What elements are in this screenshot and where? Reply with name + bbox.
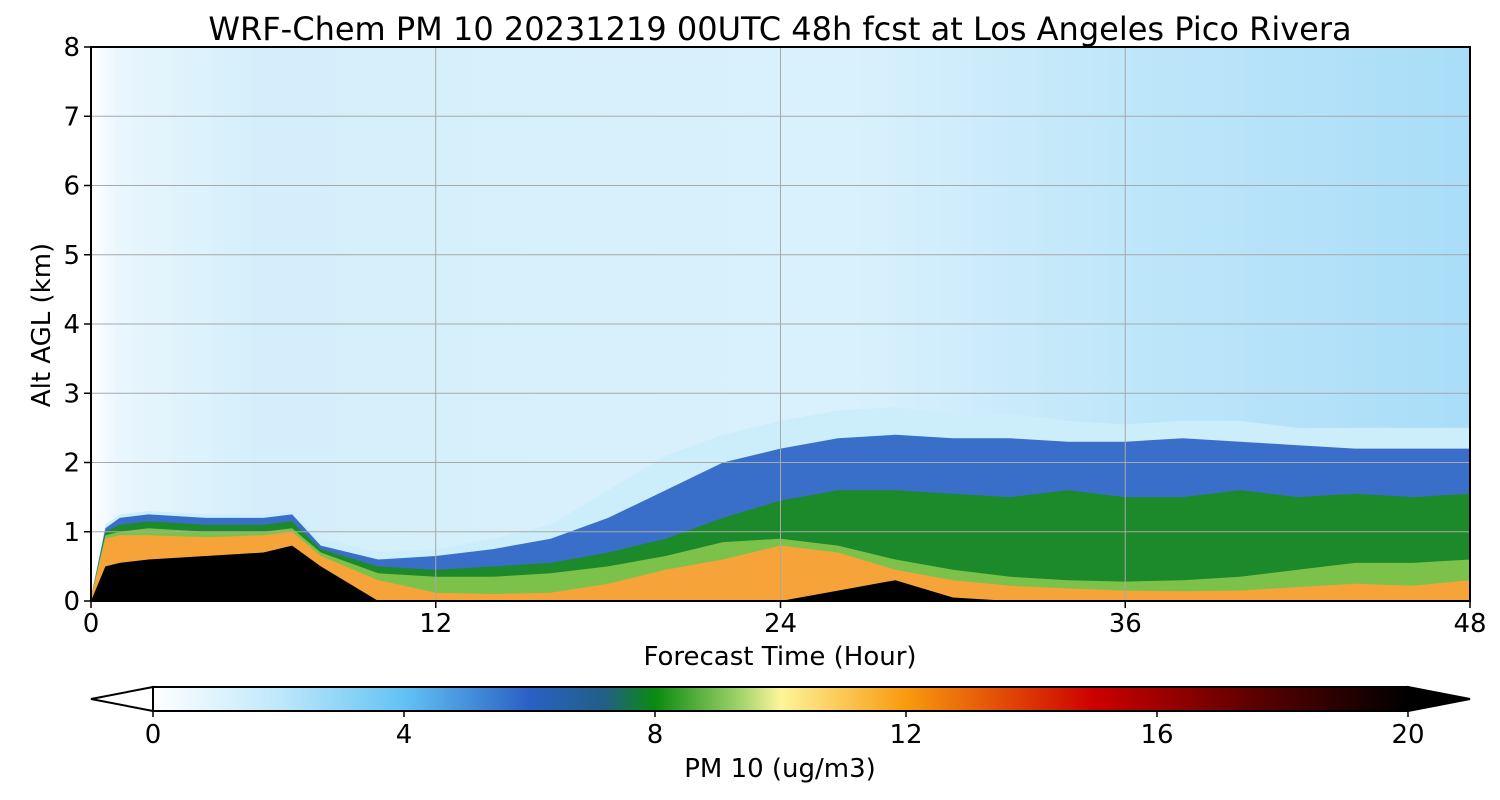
chart-title: WRF-Chem PM 10 20231219 00UTC 48h fcst a… [208, 10, 1351, 48]
x-tick-label: 12 [419, 609, 452, 639]
y-tick-label: 5 [63, 241, 80, 271]
y-tick-label: 4 [63, 310, 80, 340]
contour-layer-6 [91, 545, 1470, 601]
y-tick-label: 8 [63, 33, 80, 63]
y-tick-label: 1 [63, 518, 80, 548]
colorbar-tick-label: 16 [1140, 720, 1173, 750]
colorbar-label: PM 10 (ug/m3) [684, 754, 876, 784]
colorbar-extend-low [90, 685, 154, 713]
colorbar-bar [152, 686, 1409, 712]
colorbar-tick-label: 0 [145, 720, 162, 750]
colorbar-tick-label: 4 [396, 720, 413, 750]
colorbar-tick-label: 20 [1391, 720, 1424, 750]
y-tick-label: 0 [63, 587, 80, 617]
colorbar-extend-high [1407, 685, 1471, 713]
y-tick-label: 3 [63, 379, 80, 409]
colorbar-tick-label: 12 [889, 720, 922, 750]
x-tick-label: 36 [1109, 609, 1142, 639]
y-tick-label: 2 [63, 449, 80, 479]
y-tick-label: 6 [63, 172, 80, 202]
colorbar-tick-label: 8 [647, 720, 664, 750]
y-axis-label: Alt AGL (km) [27, 243, 57, 407]
y-tick-label: 7 [63, 102, 80, 132]
x-axis-label: Forecast Time (Hour) [643, 642, 916, 672]
x-tick-label: 24 [764, 609, 797, 639]
colorbar: 0 4 8 12 16 20 PM 10 (ug/m3) [90, 685, 1471, 784]
x-tick-label: 48 [1453, 609, 1486, 639]
x-tick-label: 0 [83, 609, 100, 639]
